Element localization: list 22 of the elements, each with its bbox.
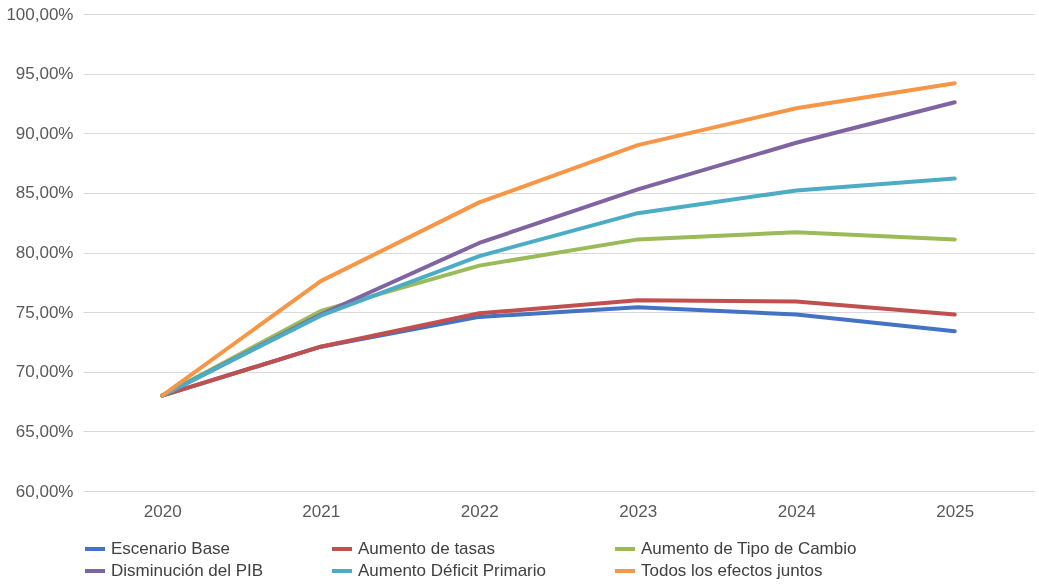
line-series <box>160 176 957 398</box>
x-tick-label: 2023 <box>619 501 658 521</box>
legend-label: Escenario Base <box>111 539 231 558</box>
y-tick-label: 65,00% <box>15 421 74 441</box>
x-tick-label: 2020 <box>143 501 182 521</box>
x-tick-label: 2025 <box>936 501 975 521</box>
y-tick-label: 75,00% <box>15 302 74 322</box>
legend-label: Aumento Déficit Primario <box>358 561 547 580</box>
y-tick-label: 70,00% <box>15 362 74 382</box>
y-tick-label: 60,00% <box>15 481 74 501</box>
x-tick-label: 2024 <box>777 501 816 521</box>
y-tick-label: 95,00% <box>15 64 74 84</box>
x-tick-label: 2021 <box>302 501 341 521</box>
y-tick-label: 85,00% <box>15 183 74 203</box>
y-tick-label: 90,00% <box>15 123 74 143</box>
y-tick-label: 100,00% <box>6 4 74 24</box>
legend-label: Aumento de tasas <box>358 539 496 558</box>
y-tick-label: 80,00% <box>15 243 74 262</box>
legend-label: Aumento de Tipo de Cambio <box>641 539 857 558</box>
x-tick-label: 2022 <box>460 501 499 521</box>
legend-label: Todos los efectos juntos <box>641 561 823 580</box>
legend-label: Disminución del PIB <box>111 561 264 580</box>
